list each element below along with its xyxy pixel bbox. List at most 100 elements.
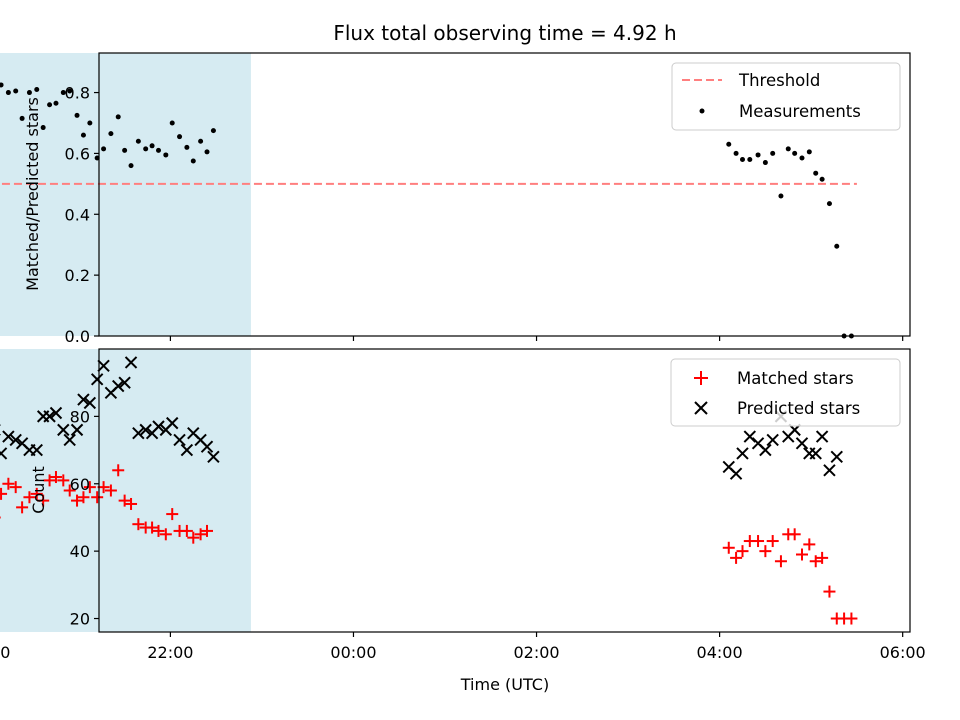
matched-star-point (23, 491, 36, 504)
matched-star-point (809, 555, 822, 568)
predicted-star-point (30, 443, 43, 457)
x-tick-label: 20:00 (0, 643, 10, 662)
matched-star-point (9, 481, 22, 494)
bottom-legend: Matched stars Predicted stars (670, 358, 901, 427)
bottom-legend-box (670, 358, 901, 427)
top-plot-frame (98, 52, 911, 337)
top-panel: 0.00.20.40.60.8 Matched/Predicted stars … (0, 52, 911, 346)
measurement-point (67, 88, 73, 94)
matched-star-point (823, 585, 836, 598)
predicted-star-point (49, 406, 63, 420)
measurement-point (26, 90, 32, 96)
measurement-point (819, 176, 825, 182)
predicted-star-point (180, 443, 194, 457)
measurement-point (826, 201, 832, 207)
x-tick-label: 00:00 (330, 643, 376, 662)
predicted-star-point (815, 430, 829, 443)
predicted-star-point (743, 430, 757, 443)
bottom-y-tick-label: 80 (70, 407, 90, 426)
measurement-point (122, 147, 128, 153)
predicted-star-point (729, 467, 743, 480)
measurement-point (163, 152, 169, 158)
x-tick-label: 22:00 (147, 643, 193, 662)
x-axis-label: Time (UTC) (460, 675, 549, 694)
matched-star-point (201, 524, 214, 537)
matched-star-point (194, 528, 207, 541)
measurement-point (177, 134, 183, 140)
measurement-point (813, 170, 819, 176)
bottom-y-axis: 20 40 60 80 (70, 407, 99, 629)
measurement-point (80, 132, 86, 138)
measurement-point (135, 138, 141, 144)
matched-star-point (91, 491, 104, 504)
legend-measurements-label: Measurements (739, 102, 861, 121)
matched-star-point (180, 524, 193, 537)
bottom-y-tick-label: 20 (70, 610, 90, 629)
measurement-point (40, 125, 46, 131)
measurement-point (184, 144, 190, 150)
measurement-point (13, 88, 19, 94)
measurement-point (5, 90, 11, 96)
predicted-star-point (97, 359, 110, 373)
top-y-tick-label: 0.6 (65, 144, 90, 163)
measurement-point (190, 158, 196, 164)
matched-star-point (730, 551, 743, 564)
matched-star-point (795, 548, 808, 561)
bottom-y-tick-label: 40 (70, 542, 90, 561)
measurement-point (755, 152, 761, 158)
matched-star-point (722, 541, 735, 554)
x-tick-label: 06:00 (880, 643, 926, 662)
matched-star-point (63, 484, 76, 497)
predicted-star-point (809, 447, 822, 460)
matched-star-point (57, 474, 70, 487)
predicted-star-point (207, 450, 220, 464)
measurement-point (198, 138, 204, 144)
matched-star-point (845, 612, 858, 625)
matched-star-point (759, 545, 772, 558)
matched-star-point (125, 497, 138, 510)
top-y-axis: 0.0 0.2 0.4 0.6 0.8 (65, 84, 99, 346)
predicted-star-point (118, 376, 131, 389)
predicted-star-point (90, 373, 104, 386)
top-measurements (0, 82, 854, 339)
predicted-star-point (57, 423, 70, 437)
top-shaded-region (0, 53, 251, 336)
matched-star-point (152, 524, 165, 537)
bottom-plot-frame (98, 348, 911, 633)
measurement-point (770, 150, 776, 156)
measurement-point (108, 131, 114, 137)
measurement-point (733, 150, 739, 156)
bottom-predicted-series (0, 356, 843, 480)
predicted-star-point (139, 423, 152, 437)
measurement-point (155, 147, 161, 153)
legend-measurements-swatch (699, 108, 705, 114)
bottom-y-axis-label: Count (29, 466, 48, 514)
predicted-star-point (83, 396, 97, 410)
top-y-tick-label: 0.4 (65, 205, 90, 224)
matched-star-point (803, 538, 816, 551)
matched-star-point (30, 487, 43, 500)
matched-star-point (2, 477, 15, 490)
top-x-ticks (169, 336, 904, 341)
measurement-point (19, 115, 25, 121)
top-y-tick-label: 0.0 (65, 327, 90, 346)
matched-star-point (112, 464, 125, 477)
top-y-axis-label: Matched/Predicted stars (23, 97, 42, 291)
predicted-star-point (152, 420, 165, 433)
predicted-star-point (124, 356, 138, 369)
bottom-shaded-region (0, 349, 251, 632)
bottom-y-tick-label: 60 (70, 475, 90, 494)
legend-predicted-label: Predicted stars (737, 399, 860, 418)
measurement-point (34, 87, 40, 93)
top-y-tick-label: 0.2 (65, 266, 90, 285)
matched-star-point (71, 494, 84, 507)
measurement-point (0, 82, 4, 88)
measurement-point (101, 146, 107, 152)
predicted-star-point (795, 437, 809, 450)
measurement-point (785, 146, 791, 152)
measurement-point (726, 141, 732, 147)
matched-star-point (146, 521, 159, 534)
matched-star-point (37, 494, 50, 507)
matched-star-point (0, 487, 8, 500)
